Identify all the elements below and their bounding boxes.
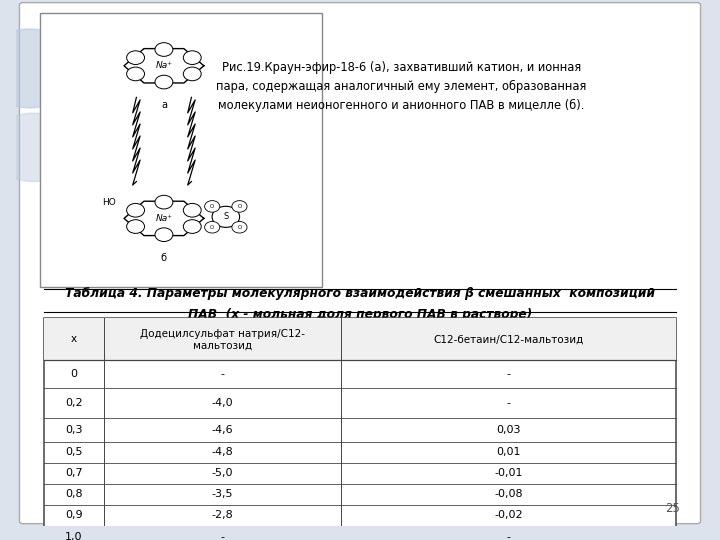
Text: 0,3: 0,3 (65, 425, 82, 435)
Text: S: S (223, 212, 228, 221)
Text: 25: 25 (665, 502, 680, 515)
Text: O: O (210, 204, 215, 209)
Circle shape (0, 29, 81, 108)
Circle shape (155, 75, 173, 89)
Text: -2,8: -2,8 (212, 510, 233, 520)
Text: 0,03: 0,03 (497, 425, 521, 435)
Text: Na⁺: Na⁺ (156, 61, 172, 70)
Text: С12-бетаин/С12-мальтозид: С12-бетаин/С12-мальтозид (433, 334, 584, 345)
Text: а: а (161, 100, 167, 110)
Text: 0,8: 0,8 (65, 489, 82, 499)
Text: Рис.19.Краун-эфир-18-6 (а), захвативший катион, и ионная
пара, содержащая аналог: Рис.19.Краун-эфир-18-6 (а), захвативший … (216, 60, 587, 112)
Text: -5,0: -5,0 (212, 468, 233, 478)
Text: ПАВ  (х - мольная доля первого ПАВ в растворе): ПАВ (х - мольная доля первого ПАВ в раст… (188, 308, 532, 321)
Circle shape (184, 220, 201, 233)
Text: 0: 0 (70, 369, 77, 379)
Text: -4,6: -4,6 (212, 425, 233, 435)
Text: -0,01: -0,01 (495, 468, 523, 478)
Text: -0,08: -0,08 (495, 489, 523, 499)
Circle shape (232, 221, 247, 233)
Text: 0,2: 0,2 (65, 398, 82, 408)
Text: -4,8: -4,8 (212, 447, 233, 457)
Text: 0,01: 0,01 (497, 447, 521, 457)
Text: -3,5: -3,5 (212, 489, 233, 499)
Text: -: - (507, 398, 510, 408)
Circle shape (127, 204, 145, 217)
Circle shape (155, 195, 173, 209)
Circle shape (232, 201, 247, 212)
Text: -: - (220, 532, 225, 540)
Text: HO: HO (102, 198, 116, 207)
Bar (43, 319, 677, 540)
Circle shape (204, 221, 220, 233)
Circle shape (184, 204, 201, 217)
Circle shape (127, 220, 145, 233)
Circle shape (204, 201, 220, 212)
Circle shape (155, 43, 173, 56)
Circle shape (184, 51, 201, 64)
Text: -0,02: -0,02 (495, 510, 523, 520)
Text: б: б (161, 253, 167, 263)
Text: O: O (238, 225, 242, 230)
Circle shape (155, 228, 173, 241)
Circle shape (184, 67, 201, 81)
Text: 0,5: 0,5 (65, 447, 82, 457)
Text: Додецилсульфат натрия/С12-
мальтозид: Додецилсульфат натрия/С12- мальтозид (140, 329, 305, 350)
Circle shape (212, 206, 240, 227)
Text: Na⁺: Na⁺ (156, 214, 172, 223)
Text: x: x (71, 334, 76, 345)
Text: 0,7: 0,7 (65, 468, 82, 478)
Circle shape (127, 67, 145, 81)
Text: -: - (220, 369, 225, 379)
Circle shape (127, 51, 145, 64)
FancyBboxPatch shape (40, 13, 322, 287)
Text: Таблица 4. Параметры молекулярного взаимодействия β смешанных  композиций: Таблица 4. Параметры молекулярного взаим… (65, 287, 655, 300)
Text: -: - (507, 532, 510, 540)
Text: O: O (238, 204, 242, 209)
Bar (43, 319, 677, 361)
Text: -: - (507, 369, 510, 379)
Text: 0,9: 0,9 (65, 510, 82, 520)
Text: -4,0: -4,0 (212, 398, 233, 408)
Text: 1,0: 1,0 (65, 532, 82, 540)
FancyBboxPatch shape (19, 3, 701, 524)
Circle shape (0, 113, 78, 181)
Text: O: O (210, 225, 215, 230)
